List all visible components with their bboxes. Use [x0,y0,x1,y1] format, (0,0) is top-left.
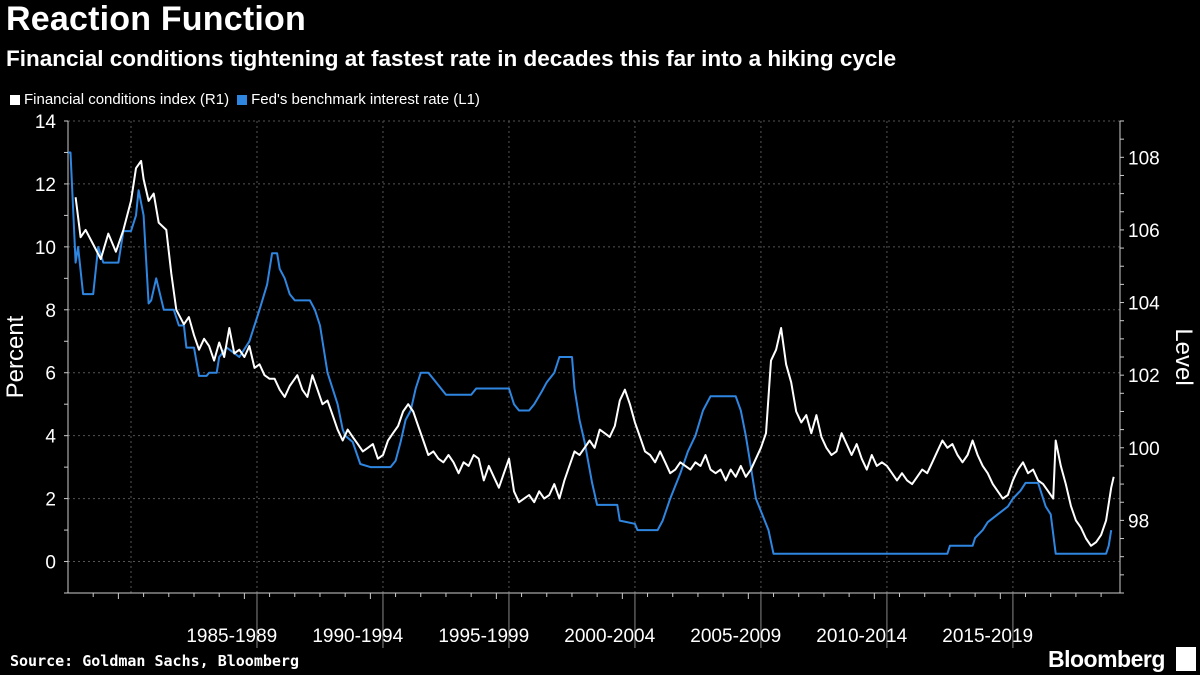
x-tick-label-2: 1995-1999 [438,626,529,647]
legend: Financial conditions index (R1) Fed's be… [10,91,488,108]
x-tick-label-1: 1990-1994 [312,626,403,647]
legend-label-fed-rate: Fed's benchmark interest rate (L1) [251,91,480,108]
left-tick-label-12: 12 [35,175,56,196]
source-note: Source: Goldman Sachs, Bloomberg [10,652,299,670]
grid [68,120,1120,593]
chart-title: Reaction Function [6,0,306,38]
x-tick-label-3: 2000-2004 [564,626,655,647]
left-tick-label-6: 6 [45,364,56,385]
axes [64,120,1124,648]
left-tick-label-4: 4 [45,427,56,448]
legend-label-fci: Financial conditions index (R1) [24,91,230,108]
x-tick-label-5: 2010-2014 [816,626,907,647]
fed-rate-line [68,151,1113,555]
legend-item-fed-rate: Fed's benchmark interest rate (L1) [237,91,480,108]
right-tick-label-98: 98 [1128,511,1149,532]
x-tick-label-6: 2015-2019 [942,626,1033,647]
right-axis-title: Level [1170,328,1197,385]
legend-swatch-fci [10,94,20,105]
x-tick-label-4: 2005-2009 [690,626,781,647]
left-axis-title: Percent [2,315,29,398]
x-tick-label-0: 1985-1989 [186,626,277,647]
left-tick-label-0: 0 [45,553,56,574]
brand-logo: Bloomberg [1048,646,1165,672]
left-tick-label-10: 10 [35,238,56,259]
legend-swatch-fed-rate [237,94,248,105]
right-tick-label-106: 106 [1128,221,1160,242]
right-tick-label-104: 104 [1128,294,1160,315]
right-tick-label-108: 108 [1128,148,1160,169]
series-lines [68,151,1115,555]
right-tick-label-102: 102 [1128,366,1160,387]
left-tick-label-2: 2 [45,490,56,511]
left-tick-label-14: 14 [35,112,57,133]
fci-line [74,159,1115,547]
axis-labels: 0 2 4 6 8 10 12 14 98 100 102 104 106 108 1985-1989 199… [2,112,1197,647]
legend-item-fci: Financial conditions index (R1) [10,91,229,108]
bloomberg-mark-icon [1176,647,1196,671]
chart-subtitle: Financial conditions tightening at faste… [6,46,897,71]
left-tick-label-8: 8 [45,301,56,322]
right-tick-label-100: 100 [1128,439,1160,460]
